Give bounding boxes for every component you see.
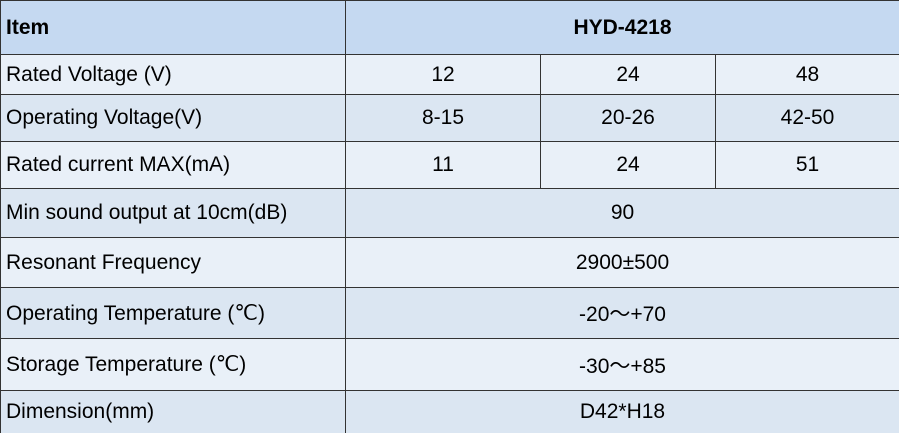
table-row: Operating Temperature (℃) -20〜+70: [0, 287, 899, 339]
row-label: Dimension(mm): [0, 390, 346, 433]
row-label: Operating Voltage(V): [0, 94, 346, 142]
row-value: 8-15: [345, 94, 541, 142]
row-value: 24: [540, 141, 716, 189]
table-row: Rated current MAX(mA) 11 24 51: [0, 141, 899, 189]
row-value: 51: [714, 141, 899, 189]
row-label: Storage Temperature (℃): [0, 338, 346, 391]
header-row: Item HYD-4218: [0, 0, 899, 55]
row-label: Rated current MAX(mA): [0, 141, 346, 189]
row-value: 24: [540, 54, 716, 95]
row-value: 12: [345, 54, 541, 95]
row-value: 20-26: [540, 94, 716, 142]
row-value: -30〜+85: [344, 338, 899, 391]
row-value: -20〜+70: [344, 287, 899, 339]
table-row: Min sound output at 10cm(dB) 90: [0, 188, 899, 238]
table-row: Storage Temperature (℃) -30〜+85: [0, 338, 899, 391]
row-label: Operating Temperature (℃): [0, 287, 346, 339]
row-label: Resonant Frequency: [0, 237, 346, 288]
table-row: Operating Voltage(V) 8-15 20-26 42-50: [0, 94, 899, 142]
row-label: Min sound output at 10cm(dB): [0, 188, 346, 238]
row-value: 11: [345, 141, 541, 189]
row-value: 2900±500: [344, 237, 899, 288]
row-value: 90: [344, 188, 899, 238]
table-row: Dimension(mm) D42*H18: [0, 390, 899, 433]
table-row: Resonant Frequency 2900±500: [0, 237, 899, 288]
row-value: D42*H18: [344, 390, 899, 433]
row-value: 48: [714, 54, 899, 95]
header-cell: HYD-4218: [344, 0, 899, 55]
table-row: Rated Voltage (V) 12 24 48: [0, 54, 899, 95]
row-value: 42-50: [714, 94, 899, 142]
header-cell: Item: [0, 0, 346, 55]
row-label: Rated Voltage (V): [0, 54, 346, 95]
